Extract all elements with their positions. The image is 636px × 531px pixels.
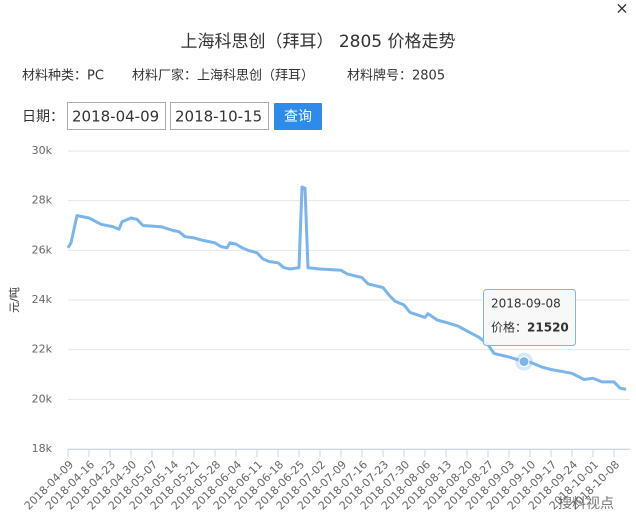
watermark: 搜料视点 bbox=[558, 496, 614, 512]
end-date-input[interactable] bbox=[170, 102, 269, 130]
y-tick-label: 28k bbox=[32, 194, 53, 207]
info-maker: 材料厂家：上海科思创（拜耳） bbox=[132, 68, 314, 84]
tooltip-value: 21520 bbox=[527, 321, 569, 335]
y-tick-label: 22k bbox=[32, 343, 53, 356]
y-axis-label: 元/吨 bbox=[8, 287, 21, 313]
date-label: 日期： bbox=[22, 109, 64, 125]
query-button[interactable] bbox=[274, 103, 322, 130]
y-tick-label: 30k bbox=[32, 144, 53, 157]
y-tick-label: 26k bbox=[32, 243, 53, 256]
hover-point bbox=[518, 356, 530, 368]
info-grade: 材料牌号：2805 bbox=[347, 68, 445, 84]
query-button-label: 查询 bbox=[284, 109, 312, 125]
tooltip-label: 价格： bbox=[491, 320, 527, 335]
tooltip-box bbox=[483, 289, 576, 346]
start-date-input[interactable] bbox=[67, 102, 166, 130]
y-tick-label: 18k bbox=[32, 442, 53, 455]
end-date: 2018-10-15 bbox=[175, 108, 262, 126]
tooltip: 2018-09-08 价格： 21520 bbox=[483, 289, 576, 346]
info-kind: 材料种类：PC bbox=[22, 69, 104, 84]
tooltip-date: 2018-09-08 bbox=[491, 297, 561, 311]
start-date: 2018-04-09 bbox=[72, 108, 159, 126]
price-line bbox=[66, 185, 627, 391]
chart-title: 上海科思创（拜耳） 2805 价格走势 bbox=[180, 32, 455, 52]
y-tick-label: 20k bbox=[32, 392, 53, 405]
y-tick-label: 24k bbox=[32, 293, 53, 306]
close-button[interactable]: × bbox=[615, 0, 628, 18]
